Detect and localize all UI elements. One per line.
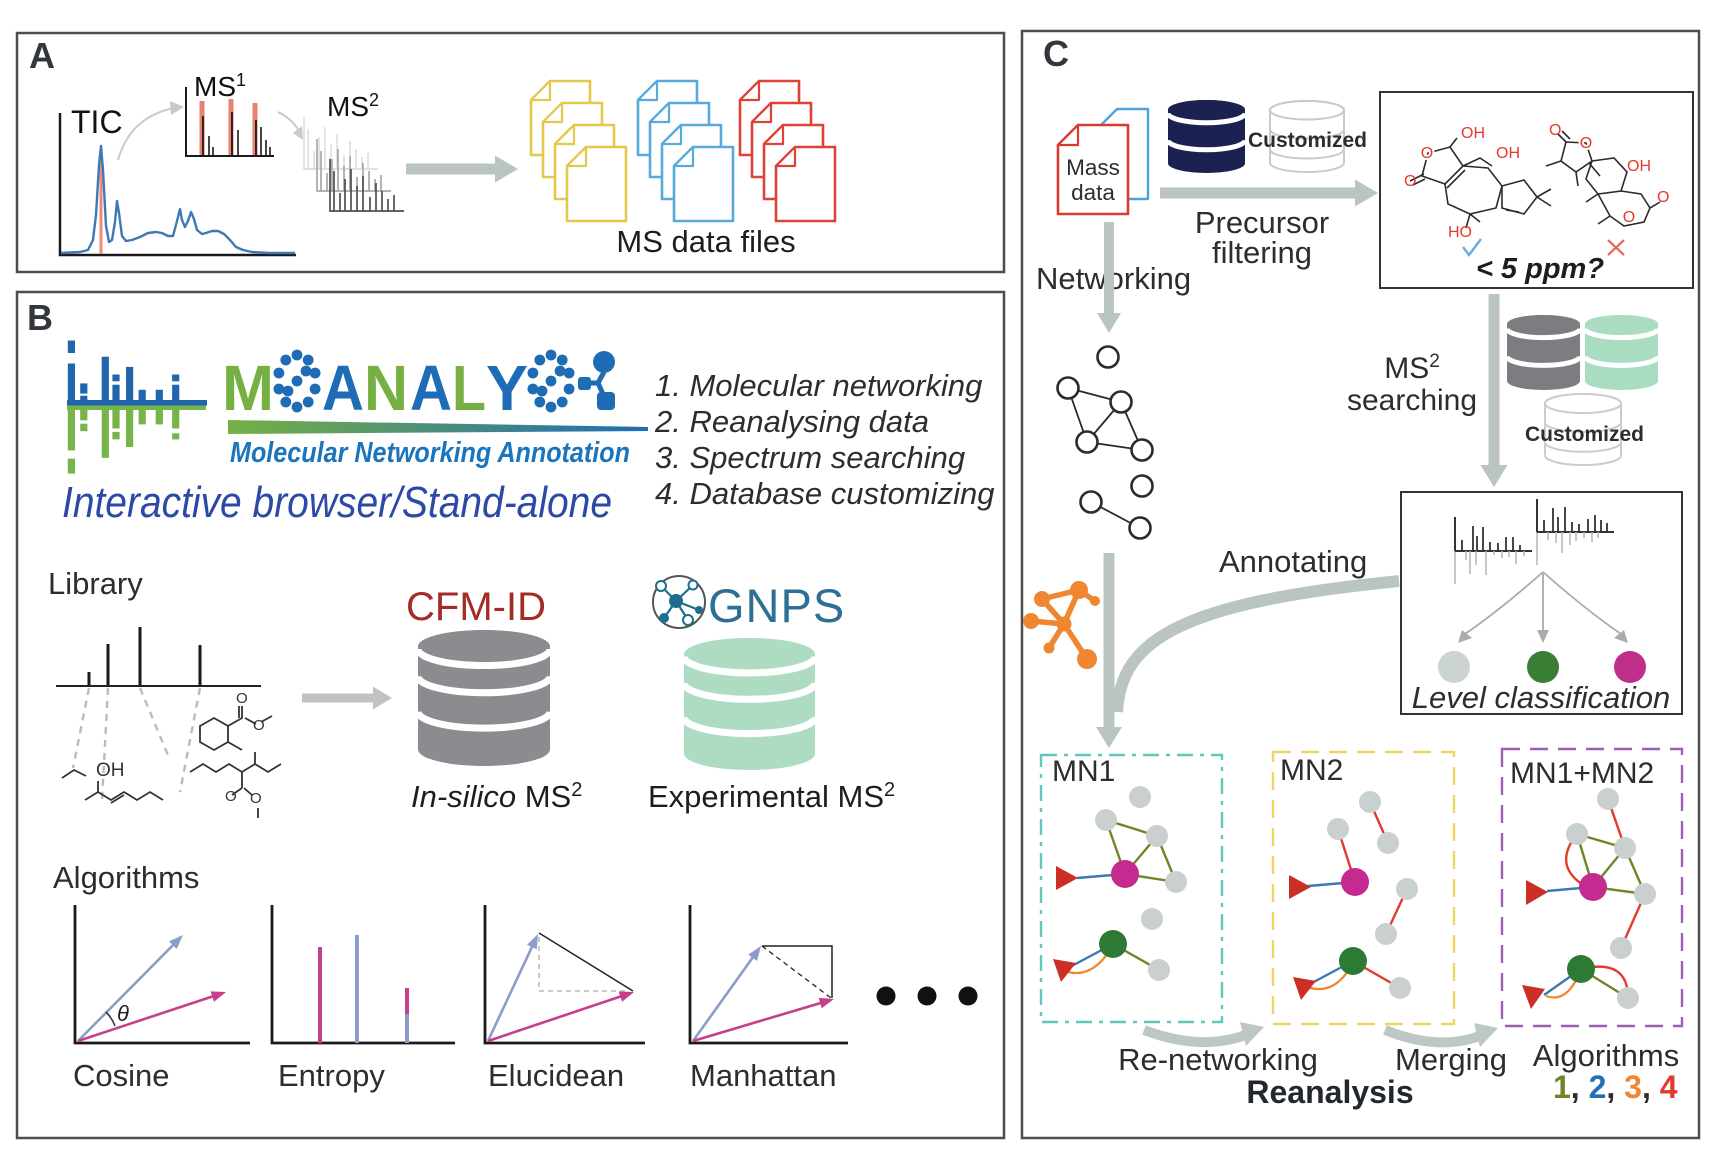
- svg-text:Molecular Networking Annotatio: Molecular Networking Annotation: [230, 437, 630, 469]
- svg-text:OH: OH: [1627, 158, 1651, 175]
- svg-text:< 5 ppm?: < 5 ppm?: [1476, 253, 1604, 285]
- svg-text:MS data files: MS data files: [616, 224, 795, 259]
- svg-text:Level classification: Level classification: [1412, 680, 1670, 715]
- svg-text:O: O: [1404, 173, 1416, 190]
- svg-text:L: L: [452, 352, 486, 424]
- svg-text:Re-networking: Re-networking: [1118, 1042, 1318, 1077]
- svg-text:MN2: MN2: [1280, 754, 1343, 787]
- svg-text:O: O: [253, 717, 265, 734]
- svg-text:1, 2, 3, 4: 1, 2, 3, 4: [1553, 1069, 1678, 1105]
- svg-text:Interactive browser/Stand-alon: Interactive browser/Stand-alone: [62, 478, 612, 527]
- svg-text:data: data: [1071, 180, 1115, 205]
- svg-text:O: O: [1421, 145, 1433, 162]
- svg-text:O: O: [1549, 122, 1561, 139]
- svg-text:GNPS: GNPS: [708, 579, 845, 632]
- svg-text:Library: Library: [48, 566, 143, 601]
- svg-text:Merging: Merging: [1395, 1042, 1507, 1077]
- svg-text:1. Molecular networking: 1. Molecular networking: [655, 368, 982, 403]
- svg-text:CFM-ID: CFM-ID: [406, 585, 546, 629]
- svg-text:MN1+MN2: MN1+MN2: [1510, 757, 1654, 790]
- svg-text:A: A: [410, 352, 452, 424]
- svg-text:Mass: Mass: [1066, 155, 1120, 180]
- svg-text:MN1: MN1: [1052, 755, 1115, 788]
- svg-text:3. Spectrum searching: 3. Spectrum searching: [655, 440, 965, 475]
- svg-text:O: O: [1623, 209, 1635, 226]
- svg-text:Precursor: Precursor: [1195, 205, 1329, 240]
- svg-text:A: A: [29, 35, 55, 76]
- svg-text:searching: searching: [1347, 384, 1477, 417]
- svg-text:A: A: [322, 352, 364, 424]
- svg-text:HO: HO: [1448, 224, 1472, 241]
- svg-text:O: O: [250, 790, 262, 807]
- svg-text:Entropy: Entropy: [278, 1058, 385, 1093]
- svg-text:N: N: [364, 352, 408, 424]
- svg-text:B: B: [27, 297, 53, 338]
- svg-text:Elucidean: Elucidean: [488, 1058, 624, 1093]
- svg-text:2. Reanalysing data: 2. Reanalysing data: [654, 404, 929, 439]
- svg-text:Cosine: Cosine: [73, 1058, 170, 1093]
- svg-text:C: C: [1043, 33, 1069, 74]
- svg-text:O: O: [1580, 135, 1592, 152]
- svg-text:O: O: [236, 690, 248, 707]
- svg-text:Customized: Customized: [1525, 423, 1644, 446]
- svg-text:Reanalysis: Reanalysis: [1246, 1074, 1413, 1110]
- svg-text:OH: OH: [1461, 125, 1485, 142]
- svg-text:Algorithms: Algorithms: [53, 860, 199, 895]
- svg-text:Algorithms: Algorithms: [1533, 1038, 1679, 1073]
- svg-text:Manhattan: Manhattan: [690, 1058, 837, 1093]
- svg-text:Annotating: Annotating: [1219, 544, 1367, 579]
- svg-text:Customized: Customized: [1248, 129, 1367, 152]
- svg-text:filtering: filtering: [1212, 235, 1312, 270]
- svg-text:In-silico MS2: In-silico MS2: [411, 779, 582, 814]
- svg-text:O: O: [1657, 189, 1669, 206]
- svg-text:θ: θ: [117, 1001, 129, 1026]
- svg-text:OH: OH: [96, 760, 125, 781]
- svg-text:O: O: [225, 788, 237, 805]
- svg-text:4. Database customizing: 4. Database customizing: [655, 476, 994, 511]
- svg-text:M: M: [222, 352, 274, 424]
- svg-text:TIC: TIC: [71, 104, 123, 140]
- svg-text:OH: OH: [1496, 145, 1520, 162]
- svg-text:Experimental MS2: Experimental MS2: [648, 779, 895, 814]
- svg-text:Y: Y: [486, 352, 528, 424]
